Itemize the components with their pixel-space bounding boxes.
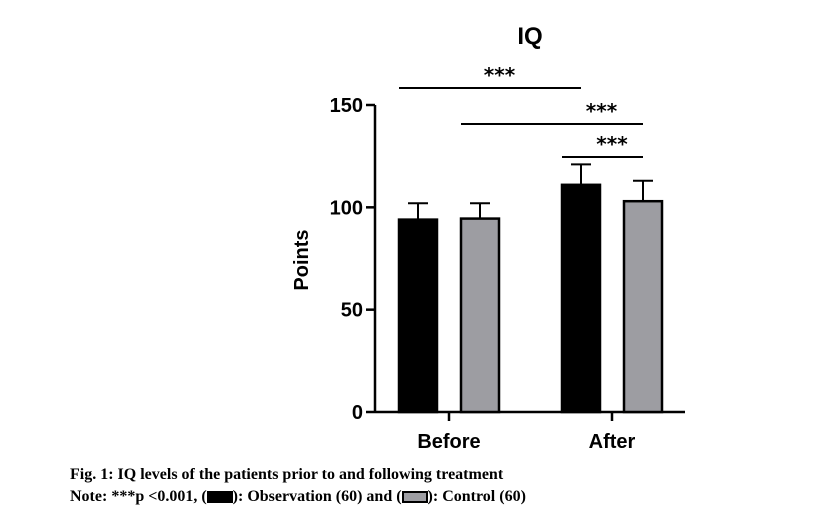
figure-note: Note: ***p <0.001, ( ): Observation (60) …: [70, 488, 526, 506]
bar: [459, 217, 501, 414]
figure-caption: Fig. 1: IQ levels of the patients prior …: [70, 466, 504, 483]
control-swatch: [401, 491, 428, 503]
iq-bar-chart: IQ Points 0 50 100 150 Before After *** *** ***: [291, 23, 685, 453]
y-tick-label: 100: [330, 197, 363, 219]
significance-label: ***: [586, 99, 618, 123]
x-tick-label: After: [589, 431, 636, 453]
bar: [560, 183, 602, 414]
y-tick-label: 0: [352, 402, 363, 424]
note-mid: ): Observation (60) and (: [232, 488, 402, 505]
significance-label: ***: [596, 132, 628, 156]
note-prefix: Note: ***p <0.001, (: [70, 488, 207, 505]
chart-title: IQ: [517, 23, 542, 50]
y-axis-label: Points: [291, 229, 313, 290]
bar: [397, 218, 439, 414]
y-tick-label: 150: [330, 95, 363, 117]
note-end: ): Control (60): [427, 488, 526, 505]
significance-label: ***: [484, 63, 516, 87]
y-tick-label: 50: [341, 300, 363, 322]
x-tick-label: Before: [417, 431, 480, 453]
observation-swatch: [206, 491, 233, 503]
bar: [622, 199, 664, 414]
